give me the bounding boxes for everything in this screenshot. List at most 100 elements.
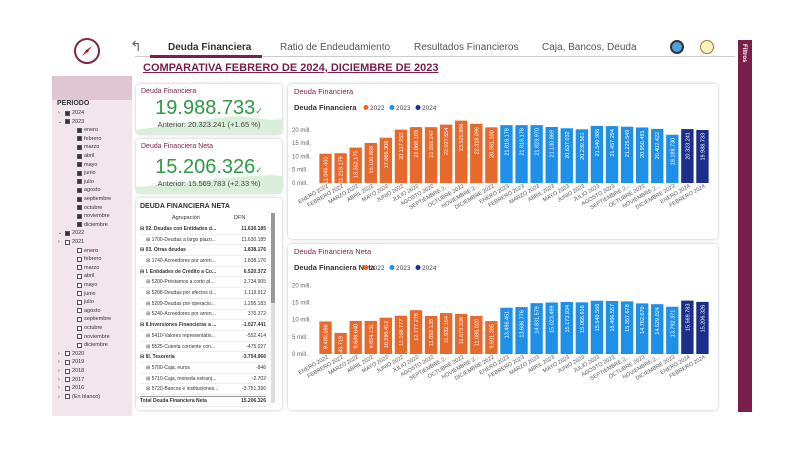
checkbox[interactable] xyxy=(77,222,82,228)
period-item[interactable]: abril xyxy=(70,273,94,279)
table-scrollbar-thumb[interactable] xyxy=(271,213,275,303)
checkbox[interactable] xyxy=(77,153,82,159)
expand-icon[interactable]: › xyxy=(58,368,60,374)
table-row[interactable]: ⊞ 5710-Caja, moneda extranj... -2.702 xyxy=(140,374,266,385)
table-row[interactable]: ⊞ 5720-Bancos e instituciones... -3.751.3… xyxy=(140,385,266,396)
table-row[interactable]: ⊟ 03. Otras deudas 1.838.176 xyxy=(140,245,266,257)
table-row[interactable]: ⊞ 5700-Caja, euros -846 xyxy=(140,363,266,374)
checkbox[interactable] xyxy=(77,248,82,254)
checkbox[interactable] xyxy=(65,239,70,245)
column-header-dfn[interactable]: DFN xyxy=(234,215,246,221)
globe-icon[interactable] xyxy=(670,40,684,54)
period-item[interactable]: › 2018 xyxy=(58,368,84,374)
table-row[interactable]: ⊟ 02. Deudas con Entidades d... 11.630.18… xyxy=(140,224,266,235)
expand-icon[interactable]: › xyxy=(58,239,60,245)
table-row[interactable]: ⊞ 5200-Préstamos a corto pl... 3.734.905 xyxy=(140,278,266,289)
period-item[interactable]: marzo xyxy=(70,265,99,271)
period-item[interactable]: julio xyxy=(70,299,94,305)
checkbox[interactable] xyxy=(77,196,82,202)
period-item[interactable]: agosto xyxy=(70,308,101,314)
period-item[interactable]: junio xyxy=(70,170,96,176)
checkbox[interactable] xyxy=(77,308,82,314)
table-row[interactable]: ⊞ 1740-Acreedores por arren... 1.838.176 xyxy=(140,256,266,267)
filters-label[interactable]: Filtros xyxy=(741,44,747,63)
checkbox[interactable] xyxy=(77,127,82,133)
table-row[interactable]: ⊟ III. Tesorería -3.754.966 xyxy=(140,352,266,364)
period-item[interactable]: febrero xyxy=(70,136,101,142)
table-scrollbar[interactable] xyxy=(271,213,275,403)
checkbox[interactable] xyxy=(77,273,82,279)
table-row[interactable]: ⊞ 1700-Deudas a largo plazo... 11.630.185 xyxy=(140,235,266,246)
expand-icon[interactable]: ⌄ xyxy=(58,230,63,237)
table-row[interactable]: ⊞ 5208-Deudas por efectos d... 1.119.912 xyxy=(140,288,266,299)
checkbox[interactable] xyxy=(77,179,82,185)
period-item[interactable]: octubre xyxy=(70,325,102,331)
period-item[interactable]: › 2024 xyxy=(58,110,84,116)
checkbox[interactable] xyxy=(65,110,70,116)
period-item[interactable]: › 2016 xyxy=(58,385,84,391)
checkbox[interactable] xyxy=(77,282,82,288)
table-row[interactable]: ⊞ 5209-Deudas por operacio... 1.295.183 xyxy=(140,299,266,310)
filters-pane-toggle[interactable] xyxy=(738,40,752,412)
period-item[interactable]: septiembre xyxy=(70,316,111,322)
table-row[interactable]: ⊞ 5410-Valores representativ... -552.414 xyxy=(140,331,266,342)
checkbox[interactable] xyxy=(77,342,82,348)
period-item[interactable]: ⌄ 2022 xyxy=(58,230,84,236)
period-item[interactable]: junio xyxy=(70,291,96,297)
checkbox[interactable] xyxy=(77,144,82,150)
table-row[interactable]: ⊞ 5525-Cuenta corriente con... -475.027 xyxy=(140,342,266,353)
checkbox[interactable] xyxy=(77,334,82,340)
checkbox[interactable] xyxy=(65,368,70,374)
period-item[interactable]: mayo xyxy=(70,162,97,168)
period-item[interactable]: marzo xyxy=(70,144,99,150)
checkbox[interactable] xyxy=(65,119,70,125)
expand-icon[interactable]: › xyxy=(58,376,60,383)
checkbox[interactable] xyxy=(77,299,82,305)
period-item[interactable]: julio xyxy=(70,179,94,185)
checkbox[interactable] xyxy=(65,351,70,357)
tab-resultados-financieros[interactable]: Resultados Financieros xyxy=(414,42,519,53)
period-item[interactable]: noviembre xyxy=(70,213,110,219)
tab-ratio-endeudamiento[interactable]: Ratio de Endeudamiento xyxy=(280,42,391,53)
checkbox[interactable] xyxy=(77,205,82,211)
expand-icon[interactable]: › xyxy=(58,110,60,116)
expand-icon[interactable]: ⌄ xyxy=(58,118,63,125)
checkbox[interactable] xyxy=(77,316,82,322)
help-icon[interactable] xyxy=(700,40,714,54)
expand-icon[interactable]: › xyxy=(58,350,60,357)
period-item[interactable]: › 2017 xyxy=(58,377,84,383)
checkbox[interactable] xyxy=(65,230,70,236)
period-item[interactable]: enero xyxy=(70,248,98,254)
period-item[interactable]: octubre xyxy=(70,205,102,211)
expand-icon[interactable]: › xyxy=(58,393,60,400)
checkbox[interactable] xyxy=(65,377,70,383)
period-item[interactable]: diciembre xyxy=(70,342,108,348)
checkbox[interactable] xyxy=(77,256,82,262)
checkbox[interactable] xyxy=(65,359,70,365)
expand-icon[interactable]: › xyxy=(58,359,60,366)
checkbox[interactable] xyxy=(77,187,82,193)
table-row[interactable]: ⊟ II.Inversiones Financieras a ... -1.027… xyxy=(140,320,266,331)
checkbox[interactable] xyxy=(77,162,82,168)
checkbox[interactable] xyxy=(77,213,82,219)
table-row[interactable]: ⊞ 5240-Acreedores por arren... 370.372 xyxy=(140,310,266,321)
period-item[interactable]: noviembre xyxy=(70,334,110,340)
expand-icon[interactable]: › xyxy=(58,385,60,392)
period-item[interactable]: febrero xyxy=(70,256,101,262)
checkbox[interactable] xyxy=(77,136,82,142)
compass-logo-icon[interactable] xyxy=(74,38,100,64)
period-item[interactable]: abril xyxy=(70,153,94,159)
period-item[interactable]: › 2019 xyxy=(58,359,84,365)
column-header-agrupacion[interactable]: Agrupación xyxy=(172,215,200,221)
period-item[interactable]: ⌄ 2023 xyxy=(58,119,84,125)
period-item[interactable]: › (En blanco) xyxy=(58,394,100,400)
tab-caja-bancos-deuda[interactable]: Caja, Bancos, Deuda xyxy=(542,42,637,53)
checkbox[interactable] xyxy=(77,325,82,331)
period-item[interactable]: septiembre xyxy=(70,196,111,202)
checkbox[interactable] xyxy=(65,385,70,391)
checkbox[interactable] xyxy=(77,291,82,297)
tab-deuda-financiera[interactable]: Deuda Financiera xyxy=(168,42,252,53)
period-item[interactable]: diciembre xyxy=(70,222,108,228)
checkbox[interactable] xyxy=(77,170,82,176)
period-item[interactable]: › 2020 xyxy=(58,351,84,357)
